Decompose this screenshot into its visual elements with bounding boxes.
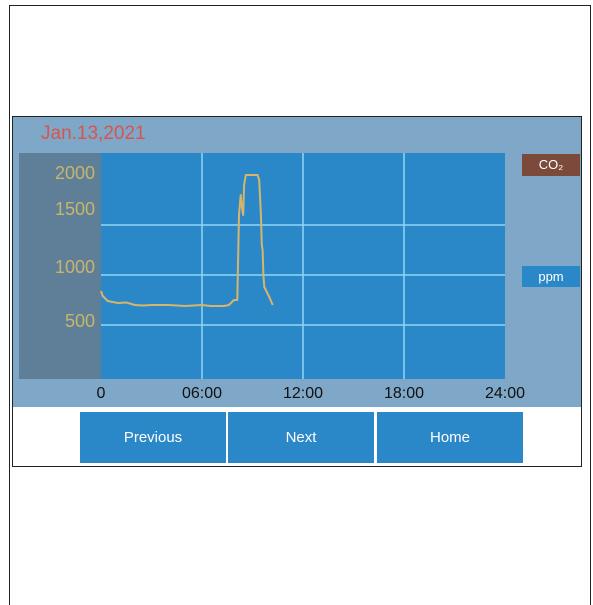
- x-tick-label: 06:00: [181, 385, 223, 402]
- chart-panel: Jan.13,2021 2000 1500 1000 500 0 06:00 1…: [13, 117, 581, 407]
- x-tick-label: 0: [96, 385, 106, 402]
- previous-button[interactable]: Previous: [80, 412, 226, 463]
- co2-series-line: [100, 174, 274, 307]
- x-tick-label: 12:00: [282, 385, 324, 402]
- y-tick-label: 2000: [54, 163, 95, 183]
- unit-badge: ppm: [522, 266, 580, 287]
- x-tick-label: 24:00: [484, 385, 526, 402]
- date-label: Jan.13,2021: [41, 123, 146, 144]
- device-frame: [9, 5, 591, 605]
- home-button[interactable]: Home: [377, 412, 523, 463]
- co2-badge-prefix: CO: [538, 157, 559, 172]
- y-tick-label: 500: [64, 311, 95, 331]
- y-tick-label: 1000: [54, 257, 95, 277]
- co2-badge-subscript: ₂: [558, 157, 564, 172]
- co2-line-chart: [100, 153, 505, 379]
- y-axis-panel: 2000 1500 1000 500: [19, 153, 101, 379]
- next-button[interactable]: Next: [228, 412, 374, 463]
- device-screen: Jan.13,2021 2000 1500 1000 500 0 06:00 1…: [12, 116, 582, 467]
- y-tick-label: 1500: [54, 199, 95, 219]
- co2-badge: CO₂: [522, 154, 580, 176]
- x-tick-label: 18:00: [383, 385, 425, 402]
